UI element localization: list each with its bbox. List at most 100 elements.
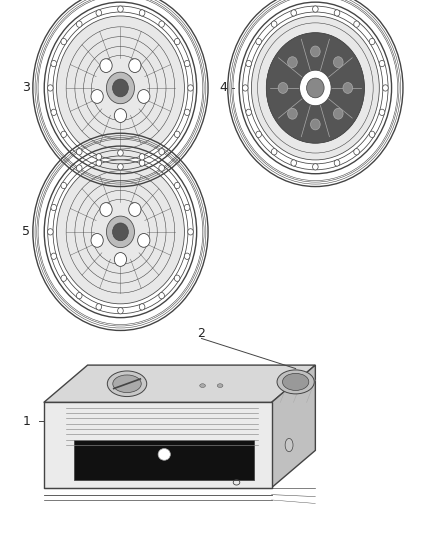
Ellipse shape bbox=[96, 154, 102, 160]
Ellipse shape bbox=[51, 109, 57, 116]
Ellipse shape bbox=[57, 16, 184, 160]
Ellipse shape bbox=[277, 370, 314, 394]
Ellipse shape bbox=[48, 85, 53, 91]
Ellipse shape bbox=[278, 83, 288, 93]
Ellipse shape bbox=[51, 60, 57, 67]
Ellipse shape bbox=[159, 21, 164, 27]
Ellipse shape bbox=[334, 160, 340, 166]
Ellipse shape bbox=[118, 150, 123, 156]
Ellipse shape bbox=[118, 164, 123, 170]
Ellipse shape bbox=[91, 90, 103, 103]
Ellipse shape bbox=[251, 16, 379, 160]
Ellipse shape bbox=[106, 72, 134, 104]
Ellipse shape bbox=[100, 59, 112, 72]
Ellipse shape bbox=[288, 108, 297, 119]
Ellipse shape bbox=[174, 131, 180, 138]
Ellipse shape bbox=[283, 374, 309, 390]
Ellipse shape bbox=[114, 253, 127, 266]
Ellipse shape bbox=[51, 253, 57, 260]
Ellipse shape bbox=[138, 233, 150, 247]
Ellipse shape bbox=[256, 38, 261, 45]
Ellipse shape bbox=[158, 449, 170, 460]
Text: 3: 3 bbox=[22, 82, 30, 94]
Ellipse shape bbox=[77, 149, 82, 155]
Ellipse shape bbox=[174, 38, 180, 45]
Ellipse shape bbox=[61, 131, 67, 138]
Ellipse shape bbox=[217, 384, 223, 387]
Ellipse shape bbox=[113, 79, 128, 97]
Ellipse shape bbox=[48, 229, 53, 235]
Text: 2: 2 bbox=[198, 327, 205, 340]
Ellipse shape bbox=[61, 182, 67, 189]
Ellipse shape bbox=[200, 384, 205, 387]
Ellipse shape bbox=[311, 46, 320, 57]
Text: 5: 5 bbox=[22, 225, 30, 238]
Ellipse shape bbox=[118, 6, 123, 12]
Ellipse shape bbox=[369, 38, 375, 45]
Polygon shape bbox=[44, 402, 272, 488]
Ellipse shape bbox=[91, 233, 103, 247]
Polygon shape bbox=[44, 365, 315, 402]
Ellipse shape bbox=[246, 109, 251, 116]
Ellipse shape bbox=[51, 204, 57, 211]
Ellipse shape bbox=[311, 119, 320, 130]
Ellipse shape bbox=[243, 85, 248, 91]
Ellipse shape bbox=[61, 38, 67, 45]
Ellipse shape bbox=[272, 21, 277, 27]
Ellipse shape bbox=[188, 229, 193, 235]
Polygon shape bbox=[74, 440, 254, 480]
Ellipse shape bbox=[184, 204, 190, 211]
Ellipse shape bbox=[333, 56, 343, 68]
Ellipse shape bbox=[266, 33, 364, 143]
Ellipse shape bbox=[333, 108, 343, 119]
Ellipse shape bbox=[129, 59, 141, 72]
Ellipse shape bbox=[129, 203, 141, 216]
Ellipse shape bbox=[288, 56, 297, 68]
Ellipse shape bbox=[272, 149, 277, 155]
Ellipse shape bbox=[184, 253, 190, 260]
Polygon shape bbox=[272, 365, 315, 488]
Ellipse shape bbox=[139, 10, 145, 16]
Ellipse shape bbox=[291, 160, 297, 166]
Ellipse shape bbox=[96, 160, 102, 166]
Ellipse shape bbox=[159, 149, 164, 155]
Ellipse shape bbox=[369, 131, 375, 138]
Ellipse shape bbox=[96, 304, 102, 310]
Ellipse shape bbox=[159, 165, 164, 171]
Ellipse shape bbox=[138, 90, 150, 103]
Ellipse shape bbox=[307, 78, 324, 98]
Ellipse shape bbox=[106, 216, 134, 248]
Ellipse shape bbox=[139, 160, 145, 166]
Ellipse shape bbox=[57, 160, 184, 304]
Ellipse shape bbox=[383, 85, 388, 91]
Text: 1: 1 bbox=[22, 415, 30, 427]
Ellipse shape bbox=[285, 438, 293, 451]
Ellipse shape bbox=[246, 60, 251, 67]
Ellipse shape bbox=[139, 304, 145, 310]
Ellipse shape bbox=[114, 109, 127, 123]
Ellipse shape bbox=[113, 223, 128, 241]
Ellipse shape bbox=[96, 10, 102, 16]
Ellipse shape bbox=[379, 109, 385, 116]
Ellipse shape bbox=[334, 10, 340, 16]
Ellipse shape bbox=[113, 375, 141, 392]
Ellipse shape bbox=[291, 10, 297, 16]
Ellipse shape bbox=[107, 371, 147, 397]
Ellipse shape bbox=[100, 203, 112, 216]
Ellipse shape bbox=[61, 275, 67, 281]
Ellipse shape bbox=[77, 293, 82, 299]
Ellipse shape bbox=[300, 70, 331, 106]
Ellipse shape bbox=[354, 21, 359, 27]
Ellipse shape bbox=[354, 149, 359, 155]
Ellipse shape bbox=[174, 182, 180, 189]
Ellipse shape bbox=[184, 109, 190, 116]
Ellipse shape bbox=[118, 308, 123, 314]
Text: 4: 4 bbox=[219, 82, 227, 94]
Ellipse shape bbox=[77, 21, 82, 27]
Ellipse shape bbox=[174, 275, 180, 281]
Ellipse shape bbox=[343, 83, 353, 93]
Ellipse shape bbox=[379, 60, 385, 67]
Ellipse shape bbox=[139, 154, 145, 160]
Ellipse shape bbox=[188, 85, 193, 91]
Ellipse shape bbox=[77, 165, 82, 171]
